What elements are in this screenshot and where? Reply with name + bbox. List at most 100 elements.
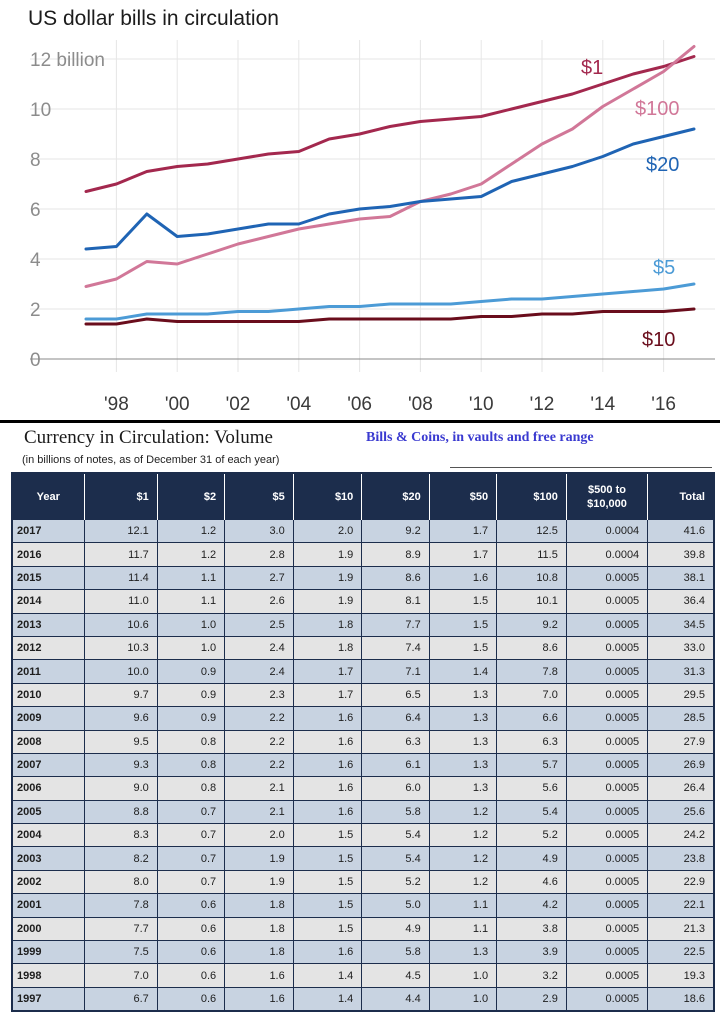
series-labels: $1 $100 $20 $5 $10 — [581, 57, 680, 351]
y-tick-label: 6 — [30, 200, 41, 221]
tagline-rule — [450, 467, 712, 468]
cell-d2: 0.9 — [157, 683, 226, 708]
cell-d5: 3.0 — [224, 520, 294, 544]
table-row: 2006 9.0 0.8 2.1 1.6 6.0 1.3 5.6 0.0005 26.4 — [12, 776, 714, 801]
cell-year: 2012 — [12, 636, 85, 661]
cell-d100: 4.6 — [496, 870, 567, 895]
cell-d50: 1.1 — [429, 893, 498, 918]
cell-d1: 12.1 — [84, 520, 158, 544]
cell-total: 22.5 — [647, 940, 714, 965]
x-tick-label: '02 — [226, 394, 251, 415]
cell-d500-10000: 0.0005 — [566, 753, 649, 778]
cell-d500-10000: 0.0005 — [566, 730, 649, 754]
series-label: $20 — [646, 154, 679, 176]
table-row: 2011 10.0 0.9 2.4 1.7 7.1 1.4 7.8 0.0005 31.3 — [12, 659, 714, 684]
table-row: 2002 8.0 0.7 1.9 1.5 5.2 1.2 4.6 0.0005 22.9 — [12, 870, 714, 895]
cell-total: 29.5 — [647, 683, 714, 708]
cell-total: 33.0 — [647, 636, 714, 661]
cell-d2: 1.0 — [157, 613, 226, 637]
cell-d500-10000: 0.0005 — [566, 846, 649, 871]
cell-d20: 6.4 — [361, 706, 430, 731]
y-axis-ticks: 0 2 4 6 8 10 12 billion — [30, 50, 105, 371]
cell-d5: 2.0 — [224, 823, 294, 848]
cell-d5: 1.8 — [224, 893, 294, 918]
cell-d50: 1.4 — [429, 659, 498, 684]
x-tick-label: '06 — [347, 394, 372, 415]
cell-year: 2004 — [12, 823, 85, 848]
cell-d10: 1.8 — [293, 613, 363, 637]
cell-d1: 7.7 — [84, 917, 158, 942]
cell-d50: 1.7 — [429, 520, 498, 544]
cell-year: 2011 — [12, 659, 85, 684]
cell-d500-10000: 0.0005 — [566, 893, 649, 918]
header-500-line1: $500 to — [588, 484, 626, 496]
cell-d1: 9.6 — [84, 706, 158, 731]
table-row: 1997 6.7 0.6 1.6 1.4 4.4 1.0 2.9 0.0005 18.6 — [12, 987, 714, 1012]
cell-d1: 9.7 — [84, 683, 158, 708]
table-row: 2009 9.6 0.9 2.2 1.6 6.4 1.3 6.6 0.0005 28.5 — [12, 706, 714, 731]
cell-d20: 5.8 — [361, 800, 430, 825]
series-line — [84, 282, 696, 321]
cell-d50: 1.2 — [429, 846, 498, 871]
cell-d5: 2.5 — [224, 613, 294, 637]
cell-d10: 1.5 — [293, 823, 363, 848]
series-label: $5 — [653, 257, 675, 279]
cell-d2: 0.6 — [157, 963, 226, 988]
cell-d100: 12.5 — [496, 520, 567, 544]
table-subtitle: (in billions of notes, as of December 31… — [22, 454, 280, 466]
cell-d20: 8.9 — [361, 542, 430, 567]
cell-d2: 0.6 — [157, 917, 226, 942]
table-header-row: Year $1 $2 $5 $10 $20 $50 $100 $500 to $1… — [12, 473, 714, 520]
line-chart: 0 2 4 6 8 10 12 billion '98'00'02'04'06'08'10 '… — [0, 0, 720, 420]
cell-d1: 9.0 — [84, 776, 158, 801]
cell-d10: 1.8 — [293, 636, 363, 661]
cell-d100: 5.7 — [496, 753, 567, 778]
cell-d5: 1.6 — [224, 963, 294, 988]
cell-d10: 2.0 — [293, 520, 363, 544]
cell-d20: 8.1 — [361, 589, 430, 614]
cell-d100: 5.2 — [496, 823, 567, 848]
header-500-line2: $10,000 — [587, 498, 627, 510]
cell-d50: 1.5 — [429, 589, 498, 614]
cell-d100: 11.5 — [496, 542, 567, 567]
cell-year: 2007 — [12, 753, 85, 778]
cell-year: 2008 — [12, 730, 85, 754]
cell-year: 2013 — [12, 613, 85, 637]
cell-d500-10000: 0.0005 — [566, 963, 649, 988]
cell-d2: 0.9 — [157, 659, 226, 684]
cell-d1: 8.3 — [84, 823, 158, 848]
cell-d2: 0.9 — [157, 706, 226, 731]
x-tick-label: '12 — [530, 394, 555, 415]
cell-d5: 2.3 — [224, 683, 294, 708]
cell-d5: 2.6 — [224, 589, 294, 614]
header-500-to-10000: $500 to $10,000 — [566, 473, 649, 520]
cell-d100: 3.2 — [496, 963, 567, 988]
header-2: $2 — [157, 473, 226, 520]
table-row: 2003 8.2 0.7 1.9 1.5 5.4 1.2 4.9 0.0005 23.8 — [12, 846, 714, 871]
cell-year: 2014 — [12, 589, 85, 614]
header-20: $20 — [361, 473, 430, 520]
table-body: 2017 12.1 1.2 3.0 2.0 9.2 1.7 12.5 0.0004 41.6 201… — [12, 520, 714, 1012]
cell-d100: 10.8 — [496, 566, 567, 591]
cell-d10: 1.6 — [293, 706, 363, 731]
cell-d100: 4.2 — [496, 893, 567, 918]
cell-total: 38.1 — [647, 566, 714, 591]
cell-d10: 1.6 — [293, 940, 363, 965]
cell-d5: 2.1 — [224, 800, 294, 825]
cell-total: 22.9 — [647, 870, 714, 895]
x-tick-label: '14 — [590, 394, 615, 415]
cell-d20: 5.4 — [361, 823, 430, 848]
cell-d500-10000: 0.0005 — [566, 870, 649, 895]
cell-d50: 1.3 — [429, 776, 498, 801]
cell-total: 34.5 — [647, 613, 714, 637]
cell-d10: 1.9 — [293, 589, 363, 614]
table-row: 2017 12.1 1.2 3.0 2.0 9.2 1.7 12.5 0.0004 41.6 — [12, 520, 714, 544]
cell-total: 28.5 — [647, 706, 714, 731]
cell-d1: 8.8 — [84, 800, 158, 825]
cell-d5: 2.2 — [224, 730, 294, 754]
x-tick-label: '98 — [104, 394, 129, 415]
cell-d100: 10.1 — [496, 589, 567, 614]
cell-d500-10000: 0.0005 — [566, 987, 649, 1012]
cell-d10: 1.9 — [293, 542, 363, 567]
currency-table: Year $1 $2 $5 $10 $20 $50 $100 $500 to $1… — [11, 472, 715, 1012]
